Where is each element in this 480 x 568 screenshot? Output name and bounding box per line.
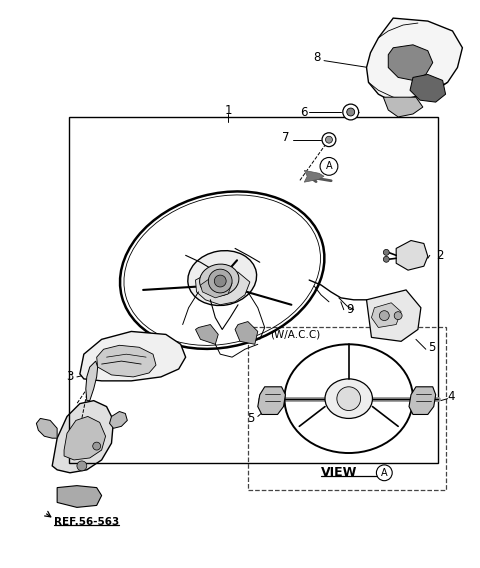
Polygon shape	[86, 361, 97, 400]
Polygon shape	[64, 416, 106, 460]
Text: A: A	[381, 468, 388, 478]
Circle shape	[322, 133, 336, 147]
Circle shape	[384, 256, 389, 262]
Text: 4: 4	[447, 390, 455, 403]
Bar	[69, 117, 438, 463]
Circle shape	[320, 157, 338, 176]
Text: (W/A.C.C): (W/A.C.C)	[270, 329, 320, 340]
Polygon shape	[384, 97, 423, 117]
Text: 2: 2	[436, 249, 443, 262]
Text: 8: 8	[313, 51, 321, 64]
Circle shape	[384, 249, 389, 256]
Polygon shape	[36, 419, 57, 438]
Polygon shape	[109, 411, 127, 428]
Polygon shape	[57, 486, 102, 507]
Ellipse shape	[188, 250, 257, 306]
Polygon shape	[201, 277, 232, 298]
Polygon shape	[52, 400, 113, 473]
Circle shape	[325, 136, 333, 143]
Ellipse shape	[200, 264, 239, 296]
Polygon shape	[372, 303, 401, 328]
Text: VIEW: VIEW	[321, 466, 358, 479]
Text: REF.56-563: REF.56-563	[54, 517, 120, 527]
Polygon shape	[195, 270, 250, 305]
Polygon shape	[235, 321, 258, 344]
Polygon shape	[96, 345, 156, 377]
Bar	[248, 328, 445, 490]
Polygon shape	[410, 74, 445, 102]
Circle shape	[379, 311, 389, 320]
Polygon shape	[195, 324, 218, 344]
Text: 9: 9	[347, 303, 354, 316]
Text: 1: 1	[224, 103, 232, 116]
Circle shape	[394, 312, 402, 320]
Circle shape	[337, 387, 360, 411]
Polygon shape	[396, 240, 428, 270]
Ellipse shape	[325, 379, 372, 419]
Circle shape	[93, 442, 101, 450]
Circle shape	[208, 269, 232, 293]
Circle shape	[347, 108, 355, 116]
Polygon shape	[388, 45, 433, 81]
Text: 5: 5	[248, 412, 255, 425]
Polygon shape	[258, 387, 286, 415]
Polygon shape	[367, 290, 421, 341]
Polygon shape	[409, 387, 436, 415]
Text: 6: 6	[300, 106, 307, 119]
Text: 5: 5	[428, 341, 435, 354]
Circle shape	[77, 461, 87, 471]
Text: A: A	[325, 161, 332, 172]
Circle shape	[343, 104, 359, 120]
Circle shape	[214, 275, 226, 287]
Polygon shape	[367, 18, 462, 102]
Polygon shape	[304, 170, 324, 182]
Text: 3: 3	[67, 370, 74, 383]
Circle shape	[376, 465, 392, 481]
Polygon shape	[80, 332, 186, 381]
Text: 7: 7	[282, 131, 289, 144]
